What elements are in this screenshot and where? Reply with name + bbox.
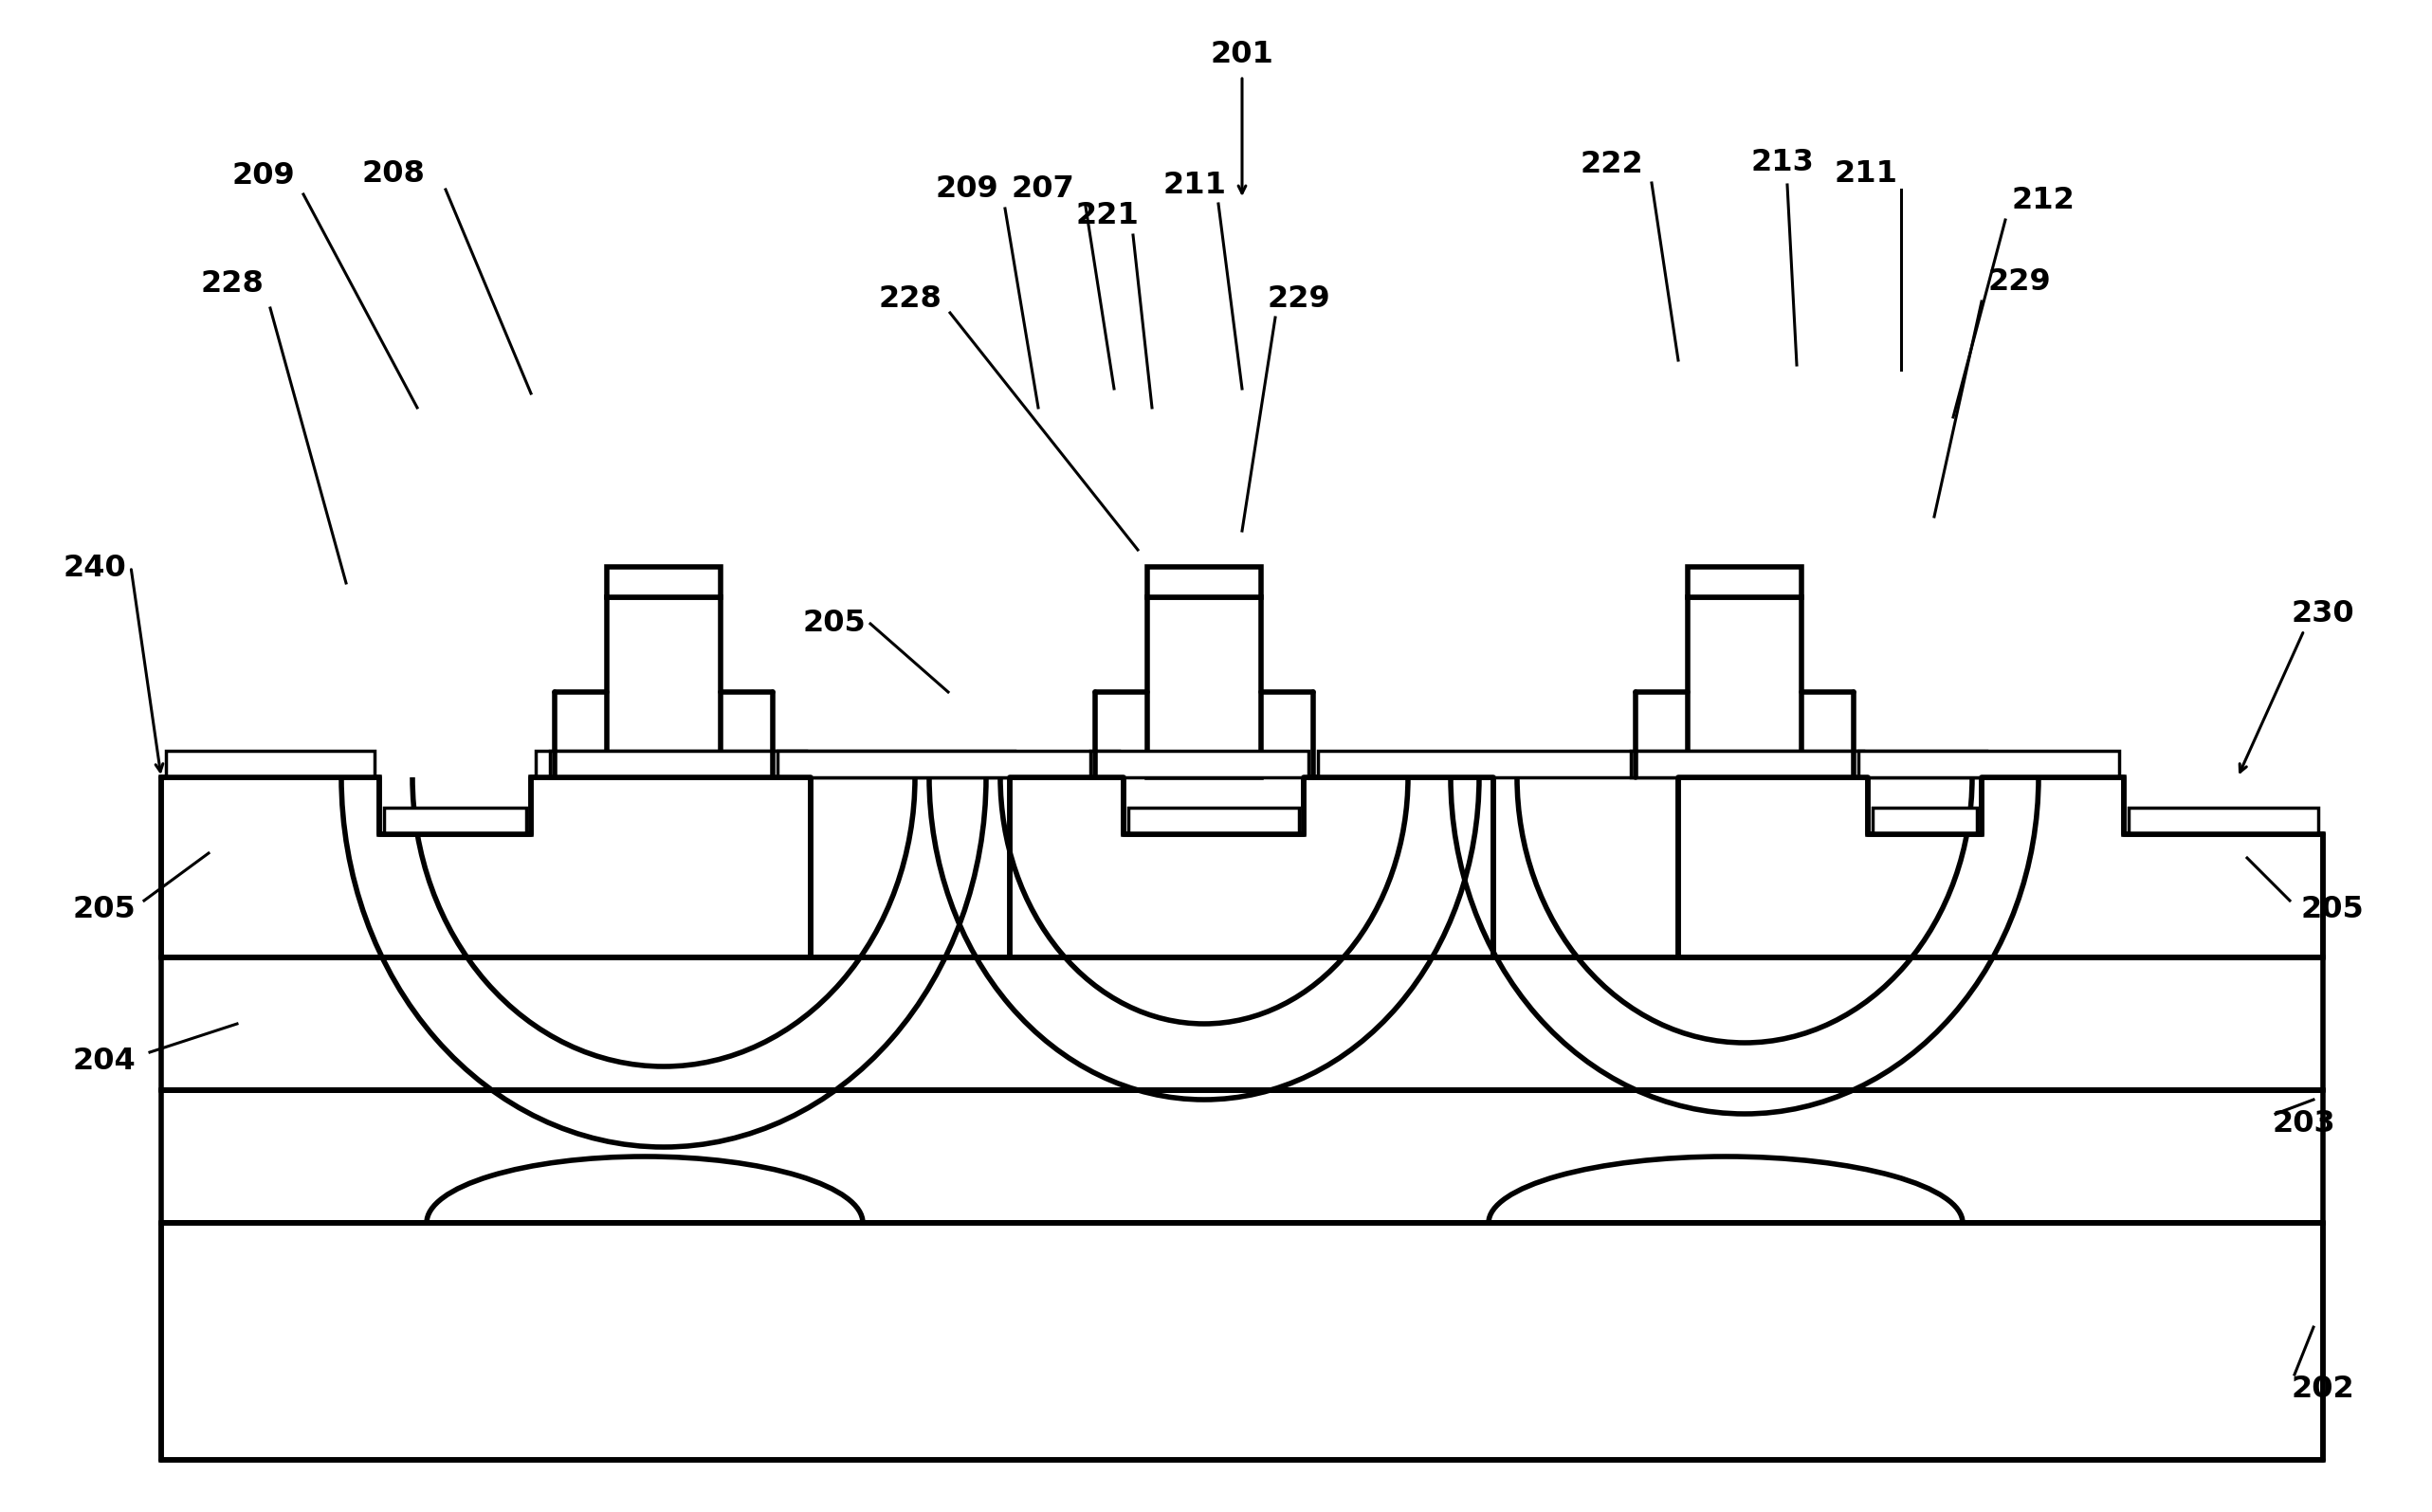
Polygon shape [1632, 751, 1987, 777]
Polygon shape [161, 1223, 2323, 1461]
Text: 240: 240 [63, 553, 126, 584]
Polygon shape [1688, 597, 1802, 777]
Text: 211: 211 [1162, 171, 1226, 200]
Polygon shape [161, 1090, 2323, 1223]
Text: 205: 205 [2301, 895, 2364, 925]
Text: 228: 228 [199, 269, 265, 299]
Text: 213: 213 [1751, 148, 1814, 178]
Text: 230: 230 [2291, 600, 2354, 629]
Text: 208: 208 [362, 159, 426, 187]
Polygon shape [535, 751, 805, 777]
Text: 222: 222 [1581, 150, 1644, 178]
Text: 228: 228 [878, 284, 941, 313]
Text: 205: 205 [73, 895, 136, 925]
Text: 209: 209 [231, 160, 294, 191]
Polygon shape [384, 807, 525, 835]
Polygon shape [1090, 751, 1308, 777]
Polygon shape [608, 597, 720, 777]
Text: 207: 207 [1012, 175, 1075, 204]
Text: 201: 201 [1211, 41, 1274, 70]
Polygon shape [1128, 807, 1299, 835]
Text: 204: 204 [73, 1046, 136, 1077]
Polygon shape [1318, 751, 1863, 777]
Polygon shape [1858, 751, 2118, 777]
Text: 205: 205 [803, 609, 866, 638]
Text: 212: 212 [2011, 186, 2074, 216]
Polygon shape [1873, 807, 1977, 835]
Text: 202: 202 [2291, 1374, 2354, 1403]
Text: 229: 229 [1987, 268, 2050, 298]
Text: 221: 221 [1075, 201, 1138, 231]
Polygon shape [778, 751, 1119, 777]
Polygon shape [2128, 807, 2318, 835]
Text: 203: 203 [2271, 1108, 2335, 1139]
Polygon shape [161, 957, 2323, 1090]
Polygon shape [608, 567, 720, 597]
Text: 209: 209 [936, 175, 1000, 204]
Polygon shape [1688, 567, 1802, 597]
Text: 229: 229 [1267, 284, 1330, 313]
Text: 211: 211 [1834, 159, 1897, 187]
Polygon shape [550, 751, 1014, 777]
Polygon shape [165, 751, 375, 777]
Polygon shape [1148, 597, 1262, 777]
Polygon shape [161, 777, 2323, 957]
Polygon shape [1148, 567, 1262, 597]
